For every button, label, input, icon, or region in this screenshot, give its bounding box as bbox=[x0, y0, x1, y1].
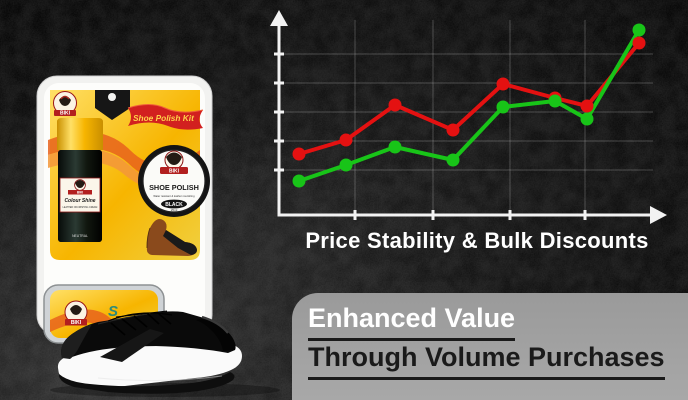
svg-text:SHOE POLISH: SHOE POLISH bbox=[149, 183, 199, 192]
svg-text:25ml: 25ml bbox=[171, 208, 178, 212]
svg-text:LEATHER NOURISHING CREAM: LEATHER NOURISHING CREAM bbox=[63, 206, 98, 209]
svg-text:Shoe Polish Kit: Shoe Polish Kit bbox=[133, 113, 195, 123]
svg-text:BIKI: BIKI bbox=[60, 111, 71, 117]
svg-text:BIKI: BIKI bbox=[77, 190, 83, 194]
svg-text:Water resistant & leather nour: Water resistant & leather nourishing bbox=[153, 194, 195, 198]
svg-text:NEUTRAL: NEUTRAL bbox=[72, 234, 88, 238]
svg-text:BIKI: BIKI bbox=[71, 320, 82, 326]
svg-text:BIKI: BIKI bbox=[169, 169, 180, 175]
svg-text:Colour Shine: Colour Shine bbox=[64, 198, 95, 204]
